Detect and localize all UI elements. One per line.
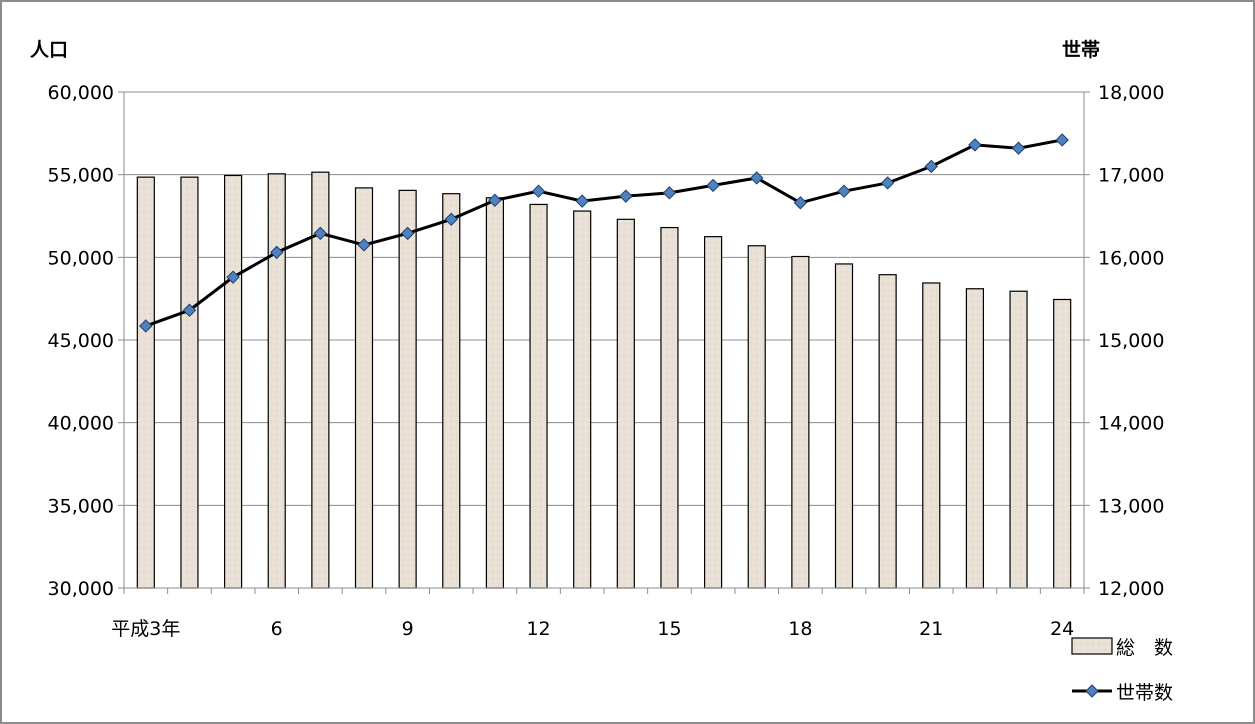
bar-total-12	[529, 203, 548, 589]
bar-total-11	[485, 197, 505, 589]
household-point-20	[880, 176, 895, 190]
household-point-9	[400, 226, 415, 241]
household-point-4	[182, 303, 197, 317]
line-series-households	[139, 133, 1069, 333]
left-tick-label: 30,000	[48, 578, 114, 600]
right-tick-label: 13,000	[1098, 495, 1164, 517]
bar-total-24	[1053, 298, 1072, 589]
right-tick-label: 17,000	[1098, 165, 1164, 187]
axes: 30,000 12,000 35,000 13,000 40,000 14,000 45,0…	[48, 82, 1165, 640]
x-tick-label: 24	[1050, 618, 1074, 640]
household-point-3	[139, 319, 153, 333]
household-point-16	[706, 178, 720, 193]
x-tick-label: 12	[526, 618, 550, 640]
left-tick-label: 40,000	[48, 413, 114, 435]
bar-total-3	[136, 176, 155, 589]
household-point-13	[575, 194, 589, 208]
bar-total-13	[573, 210, 592, 589]
bar-total-22	[965, 288, 985, 589]
household-point-8	[357, 238, 371, 252]
right-tick-label: 12,000	[1098, 578, 1164, 600]
household-point-23	[1011, 141, 1026, 155]
bar-total-21	[922, 282, 941, 589]
bar-total-5	[223, 174, 243, 589]
bar-total-16	[703, 236, 723, 589]
right-axis-unit-label: 世帯	[1062, 38, 1100, 61]
household-point-10	[444, 212, 458, 227]
household-point-17	[750, 171, 764, 185]
x-tick-label: 21	[919, 618, 943, 640]
household-point-15	[662, 186, 677, 200]
household-point-11	[488, 193, 502, 208]
bar-total-19	[834, 263, 854, 589]
bar-total-17	[747, 245, 766, 589]
x-tick-label: 9	[402, 618, 414, 640]
household-point-5	[226, 270, 240, 284]
bar-total-14	[616, 218, 635, 589]
legend-line-label: 世帯数	[1116, 682, 1173, 704]
legend-bar-swatch	[1071, 637, 1113, 655]
household-point-19	[837, 184, 851, 198]
x-tick-label: 6	[271, 618, 283, 640]
left-axis-unit-label: 人口	[30, 39, 68, 61]
right-tick-label: 15,000	[1098, 330, 1164, 352]
x-tick-label: 平成3年	[111, 618, 180, 640]
right-tick-label: 18,000	[1098, 82, 1164, 104]
household-point-22	[968, 138, 982, 152]
bar-total-4	[180, 176, 199, 589]
left-tick-label: 50,000	[48, 247, 114, 269]
household-point-14	[619, 189, 633, 203]
left-tick-label: 45,000	[48, 330, 114, 352]
household-point-12	[531, 184, 546, 198]
bar-total-23	[1009, 290, 1028, 589]
bar-total-9	[398, 189, 417, 589]
household-point-21	[924, 159, 938, 174]
bar-total-6	[267, 173, 286, 589]
right-tick-label: 14,000	[1098, 413, 1164, 435]
legend-line-marker	[1085, 684, 1099, 698]
bar-total-18	[791, 255, 810, 589]
bar-total-10	[442, 193, 461, 589]
households-line	[145, 138, 1063, 328]
bar-series-total	[136, 171, 1072, 589]
legend-bar-label: 総 数	[1116, 637, 1173, 659]
right-tick-label: 16,000	[1098, 247, 1164, 269]
household-point-24	[1055, 133, 1069, 147]
left-tick-label: 55,000	[48, 165, 114, 187]
left-tick-label: 60,000	[48, 82, 114, 104]
household-point-7	[313, 226, 328, 241]
household-point-18	[793, 196, 808, 210]
x-tick-label: 18	[788, 618, 812, 640]
bar-total-15	[660, 226, 679, 589]
left-tick-label: 35,000	[48, 495, 114, 517]
bar-total-20	[878, 274, 897, 589]
x-tick-label: 15	[657, 618, 681, 640]
household-point-6	[270, 245, 284, 260]
